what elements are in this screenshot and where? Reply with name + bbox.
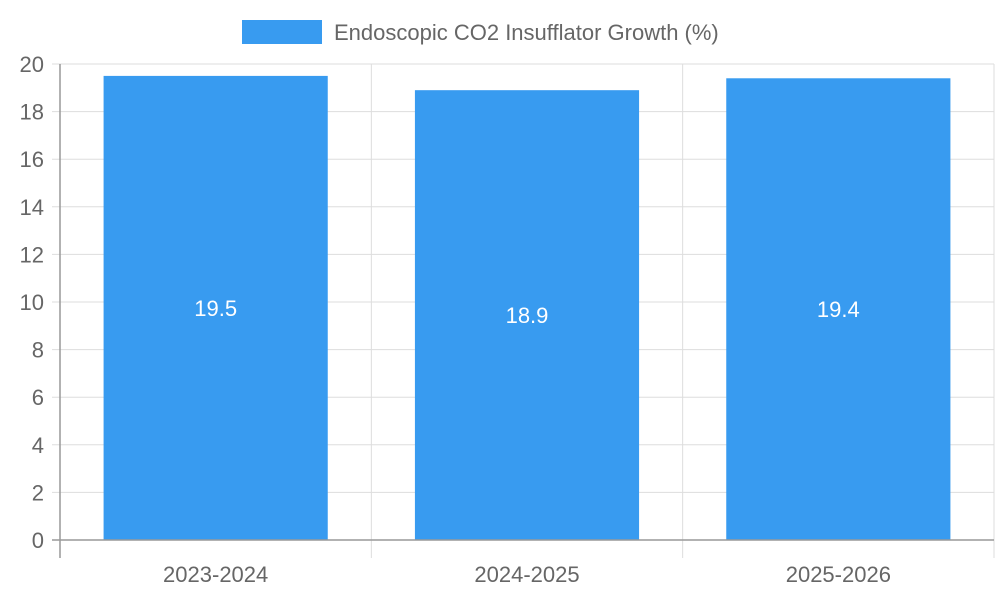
y-tick-label: 12 xyxy=(20,242,44,267)
bar[interactable] xyxy=(726,78,951,540)
y-tick-label: 8 xyxy=(32,338,44,363)
y-tick-label: 14 xyxy=(20,195,44,220)
x-tick-label: 2023-2024 xyxy=(163,562,268,587)
legend: Endoscopic CO2 Insufflator Growth (%) xyxy=(242,20,719,45)
bar[interactable] xyxy=(414,90,640,541)
y-tick-label: 4 xyxy=(32,433,44,458)
y-tick-label: 6 xyxy=(32,385,44,410)
x-tick-label: 2024-2025 xyxy=(474,562,579,587)
y-tick-label: 16 xyxy=(20,147,44,172)
legend-swatch[interactable] xyxy=(242,20,322,44)
bar-data-label: 18.9 xyxy=(506,303,549,328)
y-tick-label: 0 xyxy=(32,528,44,553)
y-tick-label: 18 xyxy=(20,100,44,125)
bar-data-label: 19.4 xyxy=(817,297,860,322)
bars: 19.5 18.9 19.4 xyxy=(103,75,951,541)
x-tick-label: 2025-2026 xyxy=(786,562,891,587)
bar-data-label: 19.5 xyxy=(194,296,237,321)
axes: 0 2 4 6 8 10 12 14 16 18 20 2023-2024 2024-2025 2025-… xyxy=(20,52,994,587)
y-tick-label: 10 xyxy=(20,290,44,315)
y-tick-label: 2 xyxy=(32,480,44,505)
y-tick-label: 20 xyxy=(20,52,44,77)
legend-label: Endoscopic CO2 Insufflator Growth (%) xyxy=(334,20,719,45)
bar[interactable] xyxy=(103,75,328,541)
